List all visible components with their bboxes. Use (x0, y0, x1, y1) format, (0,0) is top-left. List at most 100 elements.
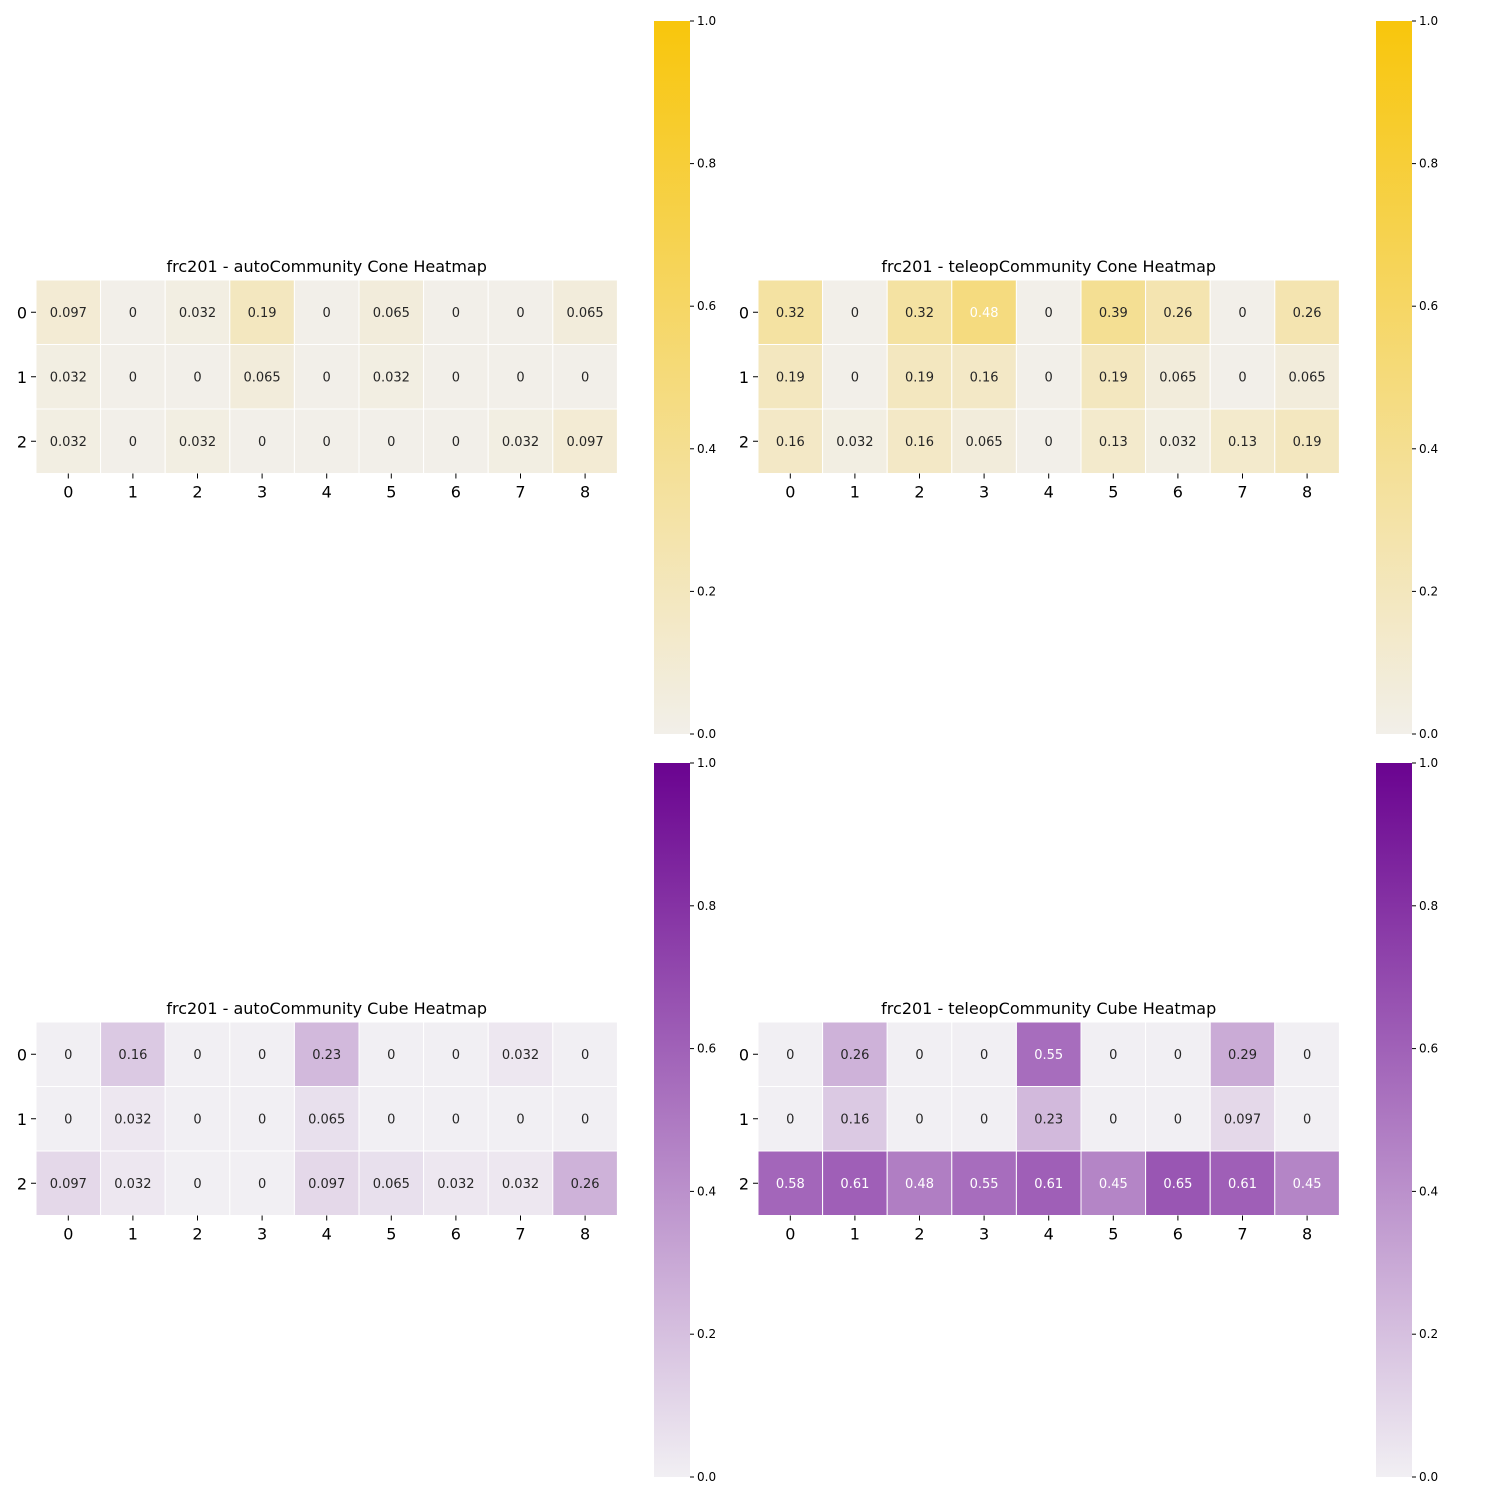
cell-value-label: 0 (452, 306, 460, 321)
heatmap-cell (293, 344, 360, 410)
heatmap-panel-2: frc201 - autoCommunity Cube Heatmap 0 0.16… (17, 756, 716, 1484)
cell-value-label: 0 (851, 306, 859, 321)
x-tick-label: 3 (979, 1225, 989, 1244)
y-tick-label: 2 (17, 432, 27, 451)
cell-value-label: 0 (581, 1048, 589, 1063)
cell-value-label: 0 (980, 1048, 988, 1063)
cell-value-label: 0.26 (1163, 306, 1192, 321)
heatmap-cell (1145, 408, 1211, 474)
heatmap-cell (164, 1086, 231, 1152)
y-tick-label: 0 (17, 1045, 27, 1064)
heatmap-title: frc201 - teleopCommunity Cone Heatmap (881, 257, 1216, 276)
heatmap-cell (552, 1086, 618, 1152)
cell-value-label: 0 (1303, 1112, 1311, 1127)
colorbar (654, 763, 690, 1477)
heatmap-cell (487, 344, 554, 410)
x-tick-label: 0 (63, 1225, 73, 1244)
x-tick-label: 6 (1173, 483, 1183, 502)
cell-value-label: 0.032 (502, 1177, 539, 1192)
cell-value-label: 0 (581, 1112, 589, 1127)
cell-value-label: 0.097 (50, 306, 87, 321)
y-tick-label: 1 (17, 1110, 27, 1129)
colorbar-tick-label: 0.2 (1419, 584, 1438, 598)
x-tick-label: 7 (1237, 1225, 1247, 1244)
heatmap-cell (951, 1021, 1017, 1087)
cell-value-label: 0.65 (1163, 1177, 1192, 1192)
cell-value-label: 0.16 (970, 370, 999, 385)
y-tick-label: 1 (17, 368, 27, 387)
cell-value-label: 0 (786, 1048, 794, 1063)
cell-value-label: 0.065 (373, 306, 410, 321)
heatmap-cell (164, 408, 231, 474)
heatmap-cell (1209, 344, 1276, 410)
cell-value-label: 0 (1045, 306, 1053, 321)
cell-value-label: 0.48 (970, 306, 999, 321)
cell-value-label: 0 (323, 370, 331, 385)
heatmap-cell (1015, 344, 1082, 410)
x-tick-label: 8 (580, 1225, 590, 1244)
heatmap-cell (35, 1150, 102, 1216)
cell-value-label: 0.55 (1034, 1048, 1063, 1063)
cell-value-label: 0.61 (840, 1177, 869, 1192)
cell-value-label: 0.16 (776, 435, 805, 450)
heatmap-cell (757, 408, 824, 474)
y-tick-label: 1 (739, 1110, 749, 1129)
cell-value-label: 0.032 (502, 435, 539, 450)
cell-value-label: 0.16 (840, 1112, 869, 1127)
heatmap-cell (293, 1021, 360, 1087)
cell-value-label: 0.13 (1099, 435, 1128, 450)
heatmap-panel-0: frc201 - autoCommunity Cone Heatmap 0.097… (17, 14, 716, 741)
cell-value-label: 0.45 (1293, 1177, 1322, 1192)
colorbar-tick-label: 0.8 (1419, 899, 1438, 913)
cell-value-label: 0 (64, 1112, 72, 1127)
cell-value-label: 0 (452, 435, 460, 450)
colorbar (1376, 21, 1412, 734)
heatmap-cell (951, 408, 1017, 474)
heatmap-cell (100, 1021, 166, 1087)
x-tick-label: 2 (914, 1225, 924, 1244)
heatmap-cell (886, 1086, 953, 1152)
cell-value-label: 0.19 (905, 370, 934, 385)
heatmap-cell (1145, 1021, 1211, 1087)
heatmap-cell (229, 1021, 295, 1087)
heatmap-cell (1015, 1021, 1082, 1087)
y-tick-label: 0 (739, 303, 749, 322)
heatmap-cell (358, 1150, 425, 1216)
cell-value-label: 0.032 (114, 1177, 151, 1192)
heatmap-cell (552, 1021, 618, 1087)
colorbar-tick-label: 0.0 (1419, 1470, 1438, 1484)
cell-value-label: 0.032 (114, 1112, 151, 1127)
heatmap-cell (423, 1150, 489, 1216)
x-tick-label: 1 (128, 1225, 138, 1244)
heatmap-cell (757, 1021, 824, 1087)
heatmap-cell (1080, 1150, 1147, 1216)
cell-value-label: 0 (193, 370, 201, 385)
cell-value-label: 0 (387, 1048, 395, 1063)
colorbar-tick-label: 1.0 (697, 756, 716, 770)
x-tick-label: 1 (128, 483, 138, 502)
y-tick-label: 0 (739, 1045, 749, 1064)
heatmap-cell (1274, 1021, 1340, 1087)
y-tick-label: 2 (739, 432, 749, 451)
heatmap-cell (358, 1021, 425, 1087)
cell-value-label: 0 (980, 1112, 988, 1127)
heatmap-cell (1015, 408, 1082, 474)
heatmap-cell (1015, 1086, 1082, 1152)
heatmap-cell (1015, 279, 1082, 345)
cell-value-label: 0.065 (308, 1112, 345, 1127)
x-tick-label: 7 (515, 483, 525, 502)
colorbar-tick-label: 0.4 (1419, 442, 1438, 456)
heatmap-cell (423, 344, 489, 410)
x-tick-label: 5 (1108, 483, 1118, 502)
cell-value-label: 0 (1303, 1048, 1311, 1063)
heatmap-title: frc201 - autoCommunity Cube Heatmap (166, 999, 487, 1018)
cell-value-label: 0 (915, 1048, 923, 1063)
heatmap-cell (100, 279, 166, 345)
heatmap-cell (1080, 344, 1147, 410)
heatmap-title: frc201 - teleopCommunity Cube Heatmap (881, 999, 1216, 1018)
cell-value-label: 0.26 (571, 1177, 600, 1192)
heatmap-cell (1274, 408, 1340, 474)
x-tick-label: 8 (1302, 483, 1312, 502)
y-tick-label: 2 (739, 1174, 749, 1193)
heatmap-cell (1209, 279, 1276, 345)
